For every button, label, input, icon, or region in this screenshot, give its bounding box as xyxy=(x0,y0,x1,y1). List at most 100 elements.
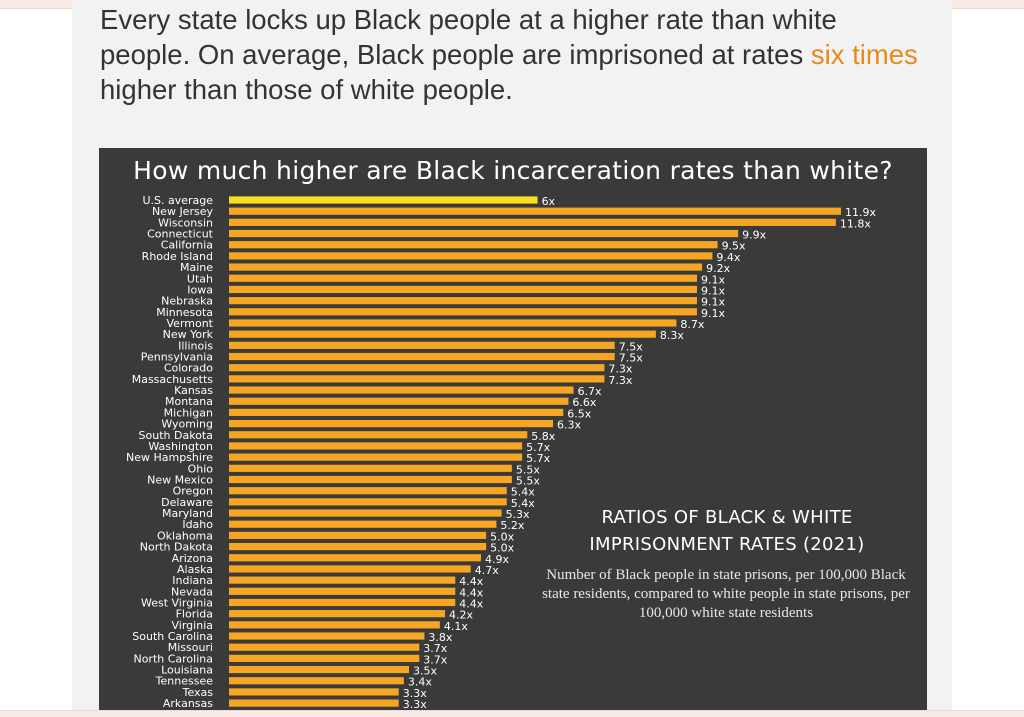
state-bar xyxy=(229,285,697,294)
value-label: 4.4x xyxy=(459,597,483,610)
state-bar xyxy=(229,263,703,271)
state-bar xyxy=(229,576,456,584)
state-bar xyxy=(229,610,445,618)
category-label: Idaho xyxy=(182,518,213,531)
value-label: 5.8x xyxy=(531,430,555,443)
category-label: Oregon xyxy=(173,485,213,498)
state-bar xyxy=(229,207,841,215)
category-label: Maine xyxy=(180,261,213,274)
category-label: Arizona xyxy=(172,552,213,565)
category-label: Alaska xyxy=(177,563,213,576)
value-label: 6.7x xyxy=(578,385,602,398)
category-label: North Dakota xyxy=(140,541,213,554)
state-bar xyxy=(229,498,507,506)
value-label: 3.3x xyxy=(403,687,427,700)
state-bar xyxy=(229,509,502,517)
value-label: 3.5x xyxy=(413,665,437,678)
value-label: 9.1x xyxy=(701,307,725,320)
state-bar xyxy=(229,420,553,428)
category-label: Colorado xyxy=(164,362,213,375)
category-label: Massachusetts xyxy=(132,373,214,386)
category-label: Nevada xyxy=(171,585,213,598)
value-label: 3.8x xyxy=(428,631,452,644)
value-label: 5.7x xyxy=(526,441,550,454)
value-label: 6.6x xyxy=(572,396,596,409)
state-bar xyxy=(229,464,512,472)
category-label: Connecticut xyxy=(147,228,214,241)
value-label: 5.3x xyxy=(506,508,530,521)
state-bar xyxy=(229,475,512,484)
inset-title-line-2: IMPRISONMENT RATES (2021) xyxy=(589,534,865,555)
value-label: 3.4x xyxy=(408,676,432,689)
value-label: 5.4x xyxy=(511,486,535,499)
category-label: Pennsylvania xyxy=(141,351,213,364)
state-bar xyxy=(229,375,605,383)
state-bar xyxy=(229,241,718,249)
value-label: 3.3x xyxy=(403,698,427,711)
value-label: 5.2x xyxy=(500,519,524,532)
category-label: Kansas xyxy=(174,384,213,397)
state-bar xyxy=(229,364,605,372)
state-bar xyxy=(229,542,487,551)
category-label: Vermont xyxy=(167,317,214,330)
value-label: 7.3x xyxy=(608,374,632,387)
category-label: Montana xyxy=(165,395,213,408)
state-bar xyxy=(229,621,440,629)
value-label: 4.4x xyxy=(459,575,483,588)
value-label: 9.1x xyxy=(701,296,725,309)
value-label: 9.2x xyxy=(706,262,730,275)
value-label: 9.5x xyxy=(722,240,746,253)
state-bar xyxy=(229,688,399,696)
value-label: 4.9x xyxy=(485,553,509,566)
value-label: 4.4x xyxy=(459,586,483,599)
value-label: 11.8x xyxy=(840,217,871,230)
category-label: New Mexico xyxy=(147,474,213,487)
value-label: 9.1x xyxy=(701,284,725,297)
category-label: U.S. average xyxy=(142,194,213,207)
value-label: 5.0x xyxy=(490,530,514,543)
category-label: Florida xyxy=(176,608,213,621)
state-bar xyxy=(229,319,677,327)
state-bar xyxy=(229,632,425,640)
category-label: North Carolina xyxy=(133,652,213,665)
category-label: South Dakota xyxy=(139,429,213,442)
category-label: New Jersey xyxy=(152,205,214,218)
category-label: Arkansas xyxy=(163,697,213,710)
chart-inset-subtitle: Number of Black people in state prisons,… xyxy=(542,567,910,621)
category-label: New Hampshire xyxy=(126,451,213,464)
state-bar xyxy=(229,352,615,361)
bar-chart-svg: U.S. average 6x New Jersey 11.9x Wisconsin 11… xyxy=(126,194,876,716)
category-label: Nebraska xyxy=(161,295,213,308)
category-label: Delaware xyxy=(161,496,213,509)
value-label: 8.7x xyxy=(680,318,704,331)
category-label: Wisconsin xyxy=(158,216,213,229)
value-label: 6x xyxy=(542,195,556,208)
category-label: Virginia xyxy=(172,619,213,632)
state-bar xyxy=(229,665,409,674)
state-bar xyxy=(229,442,523,450)
value-label: 7.3x xyxy=(608,363,632,376)
category-label: California xyxy=(161,239,213,252)
chart-inset-title: RATIOS OF BLACK & WHITE IMPRISONMENT RAT… xyxy=(569,504,885,558)
value-label: 6.5x xyxy=(567,407,591,420)
category-label: Oklahoma xyxy=(157,529,213,542)
category-label: Wyoming xyxy=(161,418,213,431)
state-bar xyxy=(229,565,471,573)
inset-title-line-1: RATIOS OF BLACK & WHITE xyxy=(601,507,853,528)
state-bar xyxy=(229,654,420,662)
state-bar xyxy=(229,341,615,349)
category-label: Tennessee xyxy=(155,675,214,688)
category-label: Minnesota xyxy=(156,306,213,319)
value-label: 8.3x xyxy=(660,329,684,342)
value-label: 4.7x xyxy=(475,564,499,577)
state-bar xyxy=(229,643,420,651)
incarceration-chart: How much higher are Black incarceration … xyxy=(99,148,927,716)
state-bar xyxy=(229,218,836,226)
lead-text-end: higher than those of white people. xyxy=(100,74,513,105)
value-label: 5.5x xyxy=(516,475,540,488)
value-label: 5.4x xyxy=(511,497,535,510)
state-bar xyxy=(229,520,497,528)
state-bar xyxy=(229,699,399,707)
state-bar xyxy=(229,330,656,338)
category-label: Iowa xyxy=(187,283,213,296)
